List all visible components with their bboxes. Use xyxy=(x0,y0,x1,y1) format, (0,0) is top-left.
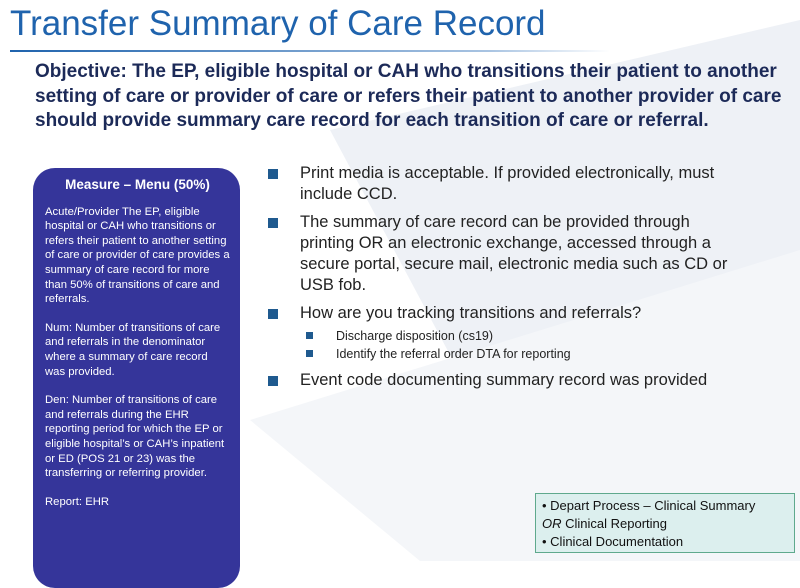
bullet-marker xyxy=(268,218,278,228)
measure-section: Den: Number of transitions of care and r… xyxy=(45,393,230,481)
section-text: Number of transitions of care and referr… xyxy=(45,394,225,480)
note-line: • Depart Process – Clinical Summary xyxy=(542,498,756,513)
bullet-marker xyxy=(306,332,313,339)
slide: Transfer Summary of Care Record Objectiv… xyxy=(10,4,800,588)
section-text: Number of transitions of care and referr… xyxy=(45,321,221,378)
bullet-marker xyxy=(268,376,278,386)
bullet: Print media is acceptable. If provided e… xyxy=(268,163,738,205)
measure-section: Report: EHR xyxy=(45,495,230,510)
bullet: How are you tracking transitions and ref… xyxy=(268,303,738,363)
section-label: Num: xyxy=(45,321,72,334)
measure-section: Acute/Provider The EP, eligible hospital… xyxy=(45,205,230,307)
note-emphasis: OR xyxy=(542,516,562,531)
bullet-marker xyxy=(306,350,313,357)
title-rule xyxy=(10,50,610,52)
bullet-marker xyxy=(268,169,278,179)
bullet-text: How are you tracking transitions and ref… xyxy=(300,304,642,322)
bullet-text: Print media is acceptable. If provided e… xyxy=(300,164,715,203)
section-label: Report: xyxy=(45,495,83,508)
measure-box: Measure – Menu (50%) Acute/Provider The … xyxy=(33,168,240,588)
background xyxy=(250,20,800,561)
note-box: • Depart Process – Clinical Summary OR C… xyxy=(535,493,795,553)
sub-bullet-text: Discharge disposition (cs19) xyxy=(336,329,494,343)
measure-heading: Measure – Menu (50%) xyxy=(65,177,210,192)
bullet-list: Print media is acceptable. If provided e… xyxy=(268,163,738,398)
note-text: Clinical Reporting xyxy=(565,516,668,531)
sub-bullet: Discharge disposition (cs19) xyxy=(300,327,738,345)
bullet-marker xyxy=(268,309,278,319)
measure-section: Num: Number of transitions of care and r… xyxy=(45,321,230,379)
section-text: EHR xyxy=(85,495,110,508)
bullet-text: Event code documenting summary record wa… xyxy=(300,371,708,389)
measure-sections: Acute/Provider The EP, eligible hospital… xyxy=(45,205,230,510)
sub-bullet: Identify the referral order DTA for repo… xyxy=(300,345,738,363)
sub-list: Discharge disposition (cs19) Identify the… xyxy=(300,327,738,363)
bullet: The summary of care record can be provid… xyxy=(268,212,738,296)
note-line: OR Clinical Reporting xyxy=(542,515,788,533)
background-swoosh xyxy=(250,250,800,561)
bullet-text: The summary of care record can be provid… xyxy=(300,213,728,294)
slide-title: Transfer Summary of Care Record xyxy=(10,4,546,43)
bullet: Event code documenting summary record wa… xyxy=(268,370,738,391)
section-label: Acute/Provider xyxy=(45,205,120,218)
section-text: The EP, eligible hospital or CAH who tra… xyxy=(45,205,230,306)
sub-bullet-text: Identify the referral order DTA for repo… xyxy=(336,347,571,361)
note-line: • Clinical Documentation xyxy=(542,534,684,549)
section-label: Den: xyxy=(45,394,69,407)
objective: Objective: The EP, eligible hospital or … xyxy=(35,61,782,131)
